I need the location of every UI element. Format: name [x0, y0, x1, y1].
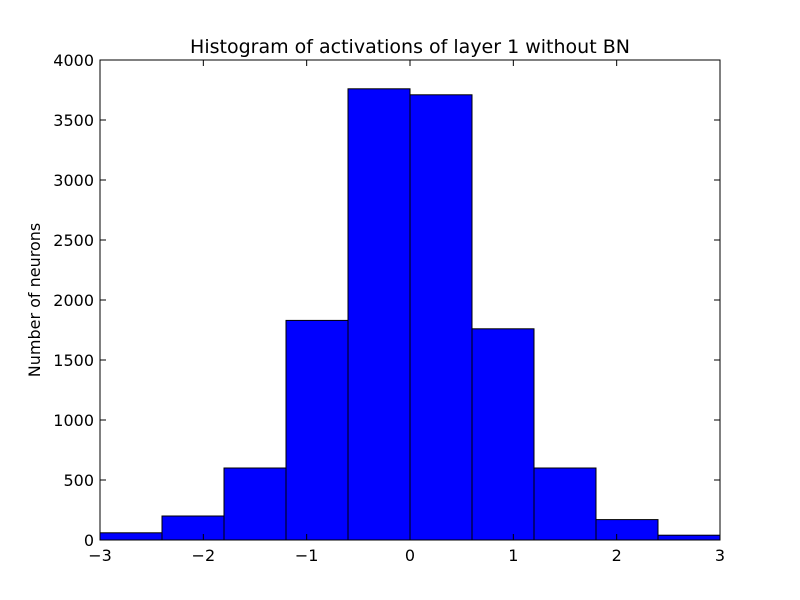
tick-labels-group: −3 −2 −1 0 1 2 3 0 500 1000 1500 2000 2500 3000 3500 40…	[53, 51, 725, 565]
y-tick-label-5: 2500	[53, 231, 94, 250]
histogram-bar-2	[223, 467, 287, 541]
y-tick-label-1: 500	[63, 471, 94, 490]
y-tick-label-8: 4000	[53, 51, 94, 70]
x-tick-label-3: 0	[405, 546, 415, 565]
x-tick-label-2: −1	[295, 546, 319, 565]
bars-group	[99, 88, 721, 541]
histogram-bar-8	[595, 519, 659, 541]
y-tick-label-3: 1500	[53, 351, 94, 370]
y-axis-label: Number of neurons	[25, 223, 44, 377]
y-tick-label-0: 0	[84, 531, 94, 550]
x-tick-label-6: 3	[715, 546, 725, 565]
histogram-bar-4	[347, 88, 411, 541]
y-tick-label-2: 1000	[53, 411, 94, 430]
y-tick-label-7: 3500	[53, 111, 94, 130]
plot-frame	[99, 59, 721, 541]
x-tick-label-1: −2	[192, 546, 216, 565]
histogram-bar-5	[409, 94, 473, 541]
histogram-bar-7	[533, 467, 597, 541]
x-tick-label-5: 2	[612, 546, 622, 565]
histogram-bar-1	[161, 515, 225, 541]
x-tick-label-4: 1	[508, 546, 518, 565]
chart-title: Histogram of activations of layer 1 with…	[190, 36, 630, 58]
histogram-bar-9	[657, 534, 721, 541]
y-tick-label-4: 2000	[53, 291, 94, 310]
histogram-bar-0	[99, 532, 163, 541]
histogram-bar-3	[285, 319, 349, 541]
histogram-bar-6	[471, 328, 535, 541]
x-tick-label-0: −3	[88, 546, 112, 565]
y-tick-label-6: 3000	[53, 171, 94, 190]
